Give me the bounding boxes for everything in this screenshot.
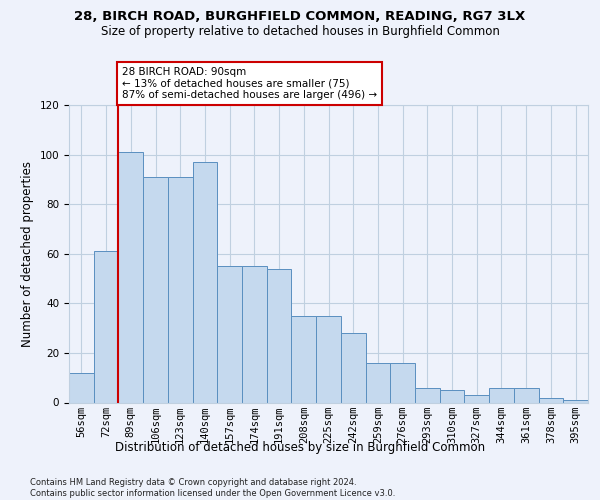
Text: 28 BIRCH ROAD: 90sqm
← 13% of detached houses are smaller (75)
87% of semi-detac: 28 BIRCH ROAD: 90sqm ← 13% of detached h… [122, 67, 377, 100]
Text: 28, BIRCH ROAD, BURGHFIELD COMMON, READING, RG7 3LX: 28, BIRCH ROAD, BURGHFIELD COMMON, READI… [74, 10, 526, 23]
Bar [489, 388, 514, 402]
Bar [94, 252, 118, 402]
Bar [168, 177, 193, 402]
Bar [415, 388, 440, 402]
Text: Size of property relative to detached houses in Burghfield Common: Size of property relative to detached ho… [101, 25, 499, 38]
Bar [341, 333, 365, 402]
Y-axis label: Number of detached properties: Number of detached properties [21, 161, 34, 347]
Bar [563, 400, 588, 402]
Bar [69, 373, 94, 402]
Bar [464, 395, 489, 402]
Bar [390, 363, 415, 403]
Bar [316, 316, 341, 402]
Bar [539, 398, 563, 402]
Bar [365, 363, 390, 403]
Text: Contains HM Land Registry data © Crown copyright and database right 2024.
Contai: Contains HM Land Registry data © Crown c… [30, 478, 395, 498]
Bar [118, 152, 143, 403]
Bar [193, 162, 217, 402]
Bar [440, 390, 464, 402]
Bar [292, 316, 316, 402]
Bar [514, 388, 539, 402]
Bar [242, 266, 267, 402]
Bar [143, 177, 168, 402]
Bar [267, 268, 292, 402]
Bar [217, 266, 242, 402]
Text: Distribution of detached houses by size in Burghfield Common: Distribution of detached houses by size … [115, 441, 485, 454]
